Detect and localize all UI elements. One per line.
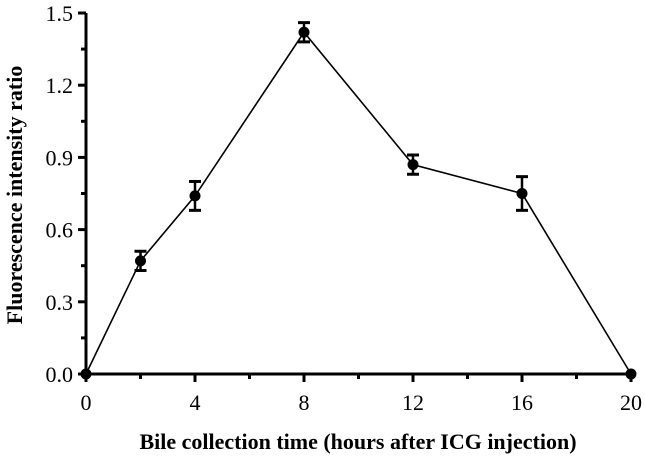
series-line bbox=[85, 30, 632, 375]
y-axis-ticks: 0.0 0.3 0.6 0.9 1.2 1.5 bbox=[46, 1, 86, 387]
data-point-marker bbox=[80, 368, 92, 380]
data-point-marker bbox=[516, 188, 528, 199]
x-tick-label: 12 bbox=[402, 390, 424, 415]
x-tick-label: 16 bbox=[511, 390, 533, 415]
y-tick-label: 0.0 bbox=[46, 362, 74, 387]
data-point-marker bbox=[625, 368, 637, 380]
axes bbox=[84, 13, 633, 376]
y-tick-label: 0.3 bbox=[46, 290, 74, 315]
x-axis-title: Bile collection time (hours after ICG in… bbox=[139, 429, 576, 454]
y-tick-label: 0.9 bbox=[46, 145, 74, 170]
x-tick-label: 0 bbox=[81, 390, 92, 415]
y-tick-label: 1.2 bbox=[46, 73, 74, 98]
data-series bbox=[80, 21, 637, 380]
data-point-marker bbox=[407, 159, 419, 171]
x-tick-label: 20 bbox=[620, 390, 642, 415]
y-axis-title: Fluorescence intensity ratio bbox=[2, 66, 27, 325]
y-axis-title-group: Fluorescence intensity ratio bbox=[2, 66, 27, 325]
x-axis-ticks: 0 4 8 12 16 20 bbox=[81, 374, 642, 415]
data-point-marker bbox=[135, 255, 146, 267]
data-point-marker bbox=[298, 26, 310, 38]
y-tick-label: 0.6 bbox=[46, 218, 74, 243]
y-tick-label: 1.5 bbox=[46, 1, 74, 26]
data-point-marker bbox=[189, 190, 201, 202]
x-tick-label: 4 bbox=[190, 390, 201, 415]
x-tick-label: 8 bbox=[299, 390, 310, 415]
